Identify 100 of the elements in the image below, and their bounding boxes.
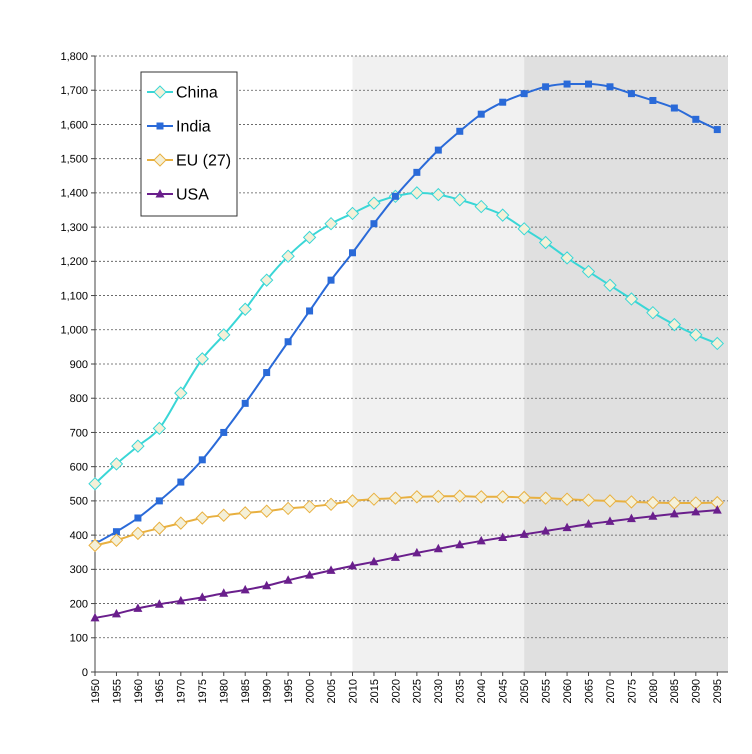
point [499, 98, 506, 106]
point [710, 496, 724, 510]
legend-label: EU (27) [176, 152, 232, 170]
point [476, 536, 486, 544]
y-tick-label: 1,400 [60, 188, 88, 200]
point [562, 522, 572, 532]
point [691, 506, 700, 516]
point [478, 110, 485, 118]
point [284, 575, 293, 584]
point [198, 592, 207, 601]
point [668, 496, 681, 510]
point [542, 83, 550, 90]
point [177, 478, 184, 486]
point [670, 104, 678, 112]
point [585, 80, 592, 88]
point [603, 494, 616, 508]
point [305, 570, 314, 579]
point [131, 440, 144, 453]
point [217, 328, 230, 342]
point [131, 526, 144, 540]
point [263, 369, 270, 376]
point [134, 514, 142, 522]
point [712, 505, 722, 514]
x-tick-label: 2085 [669, 679, 682, 704]
point [370, 220, 378, 228]
x-tick-label: 1950 [90, 679, 102, 704]
y-tick-label: 1,600 [60, 119, 88, 132]
point [539, 492, 552, 505]
point [282, 250, 295, 263]
x-tick-label: 2040 [476, 679, 488, 704]
point [453, 193, 466, 206]
y-tick-label: 600 [70, 462, 88, 474]
y-tick-label: 100 [70, 632, 88, 645]
point [456, 128, 464, 135]
y-tick-label: 400 [70, 530, 88, 542]
y-tick-label: 500 [70, 496, 88, 508]
point [714, 126, 721, 134]
point [648, 511, 658, 520]
point [219, 588, 228, 597]
x-tick-label: 2005 [326, 679, 338, 704]
point [410, 490, 424, 504]
point [689, 328, 702, 342]
x-tick-label: 2015 [368, 679, 381, 704]
point [198, 456, 206, 464]
point [154, 599, 164, 608]
point [582, 265, 596, 278]
x-tick-label: 1995 [282, 679, 295, 704]
x-tick-label: 2030 [433, 679, 446, 704]
point [262, 580, 272, 590]
point [710, 336, 724, 350]
point [560, 251, 574, 264]
point [348, 560, 357, 570]
x-tick-label: 2065 [583, 679, 596, 704]
point [564, 80, 571, 88]
point [306, 307, 314, 314]
y-tick-label: 1,300 [60, 222, 88, 234]
x-tick-label: 1965 [154, 679, 166, 704]
y-tick-label: 1,200 [60, 256, 88, 268]
point [282, 502, 295, 515]
point [112, 528, 120, 536]
point [388, 492, 402, 505]
point [217, 508, 230, 522]
point [367, 492, 380, 506]
point [238, 302, 252, 316]
point [541, 526, 550, 535]
x-tick-label: 1980 [218, 679, 231, 704]
point [646, 306, 660, 320]
point [284, 338, 292, 346]
x-tick-label: 1955 [111, 679, 124, 704]
point [133, 603, 142, 612]
point [496, 208, 510, 222]
y-tick-label: 200 [70, 598, 88, 610]
point [156, 497, 163, 504]
point [605, 516, 614, 525]
point [498, 532, 508, 542]
point [624, 495, 638, 508]
point [410, 186, 424, 200]
point [328, 276, 335, 284]
point [413, 168, 420, 176]
point [432, 490, 445, 503]
point [88, 477, 102, 490]
x-tick-label: 2070 [604, 679, 617, 704]
point [303, 230, 316, 244]
y-tick-label: 1,800 [60, 50, 88, 63]
point [238, 506, 252, 520]
x-tick-label: 2010 [347, 679, 360, 704]
point [260, 504, 274, 518]
point [474, 200, 488, 214]
point [606, 83, 614, 90]
point [220, 428, 228, 436]
point [584, 519, 594, 528]
point [240, 584, 250, 594]
point [88, 538, 102, 552]
point [670, 508, 679, 518]
point [520, 529, 529, 538]
point [518, 490, 531, 504]
point [367, 196, 380, 210]
legend-label: China [176, 84, 218, 102]
x-tick-label: 2035 [454, 679, 467, 704]
point [624, 292, 638, 306]
